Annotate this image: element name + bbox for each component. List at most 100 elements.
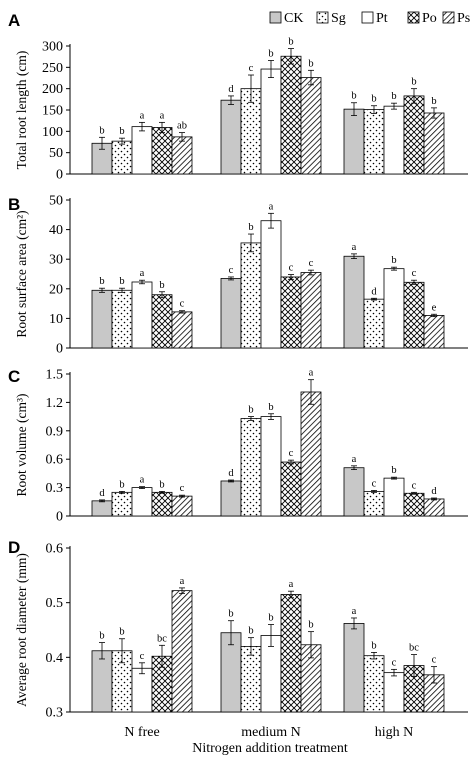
bar <box>220 278 242 349</box>
y-tick-label: 200 <box>42 82 63 97</box>
bar <box>343 623 365 713</box>
bar <box>363 655 385 713</box>
significance-letter: a <box>269 201 274 212</box>
y-tick-label: 0.5 <box>46 596 64 611</box>
significance-letter: b <box>248 405 253 416</box>
bar <box>220 480 242 517</box>
bar <box>383 268 405 349</box>
significance-letter: a <box>140 475 145 486</box>
significance-letter: b <box>351 91 356 102</box>
legend: CK Sg Pt Po Ps <box>269 11 470 26</box>
bar <box>383 477 405 517</box>
y-tick-label: 10 <box>49 312 63 327</box>
legend-swatch <box>407 11 420 24</box>
y-tick-label: 0.4 <box>46 651 64 666</box>
significance-letter: b <box>288 37 293 48</box>
significance-letter: a <box>352 242 357 253</box>
bar <box>343 255 365 349</box>
significance-letter: ab <box>177 121 187 132</box>
bar <box>171 311 193 349</box>
y-tick-label: 0 <box>56 168 63 183</box>
bar <box>363 109 385 175</box>
y-tick-label: 300 <box>42 40 63 55</box>
significance-letter: a <box>140 110 145 121</box>
y-tick-label: 0.6 <box>46 542 64 557</box>
significance-letter: a <box>352 454 357 465</box>
bar <box>280 461 302 517</box>
panel-letter: B <box>8 195 20 214</box>
y-tick-label: 100 <box>42 125 63 140</box>
significance-letter: b <box>248 626 253 637</box>
significance-letter: d <box>371 286 377 297</box>
significance-letter: e <box>432 302 437 313</box>
significance-letter: b <box>99 125 104 136</box>
significance-letter: a <box>160 110 165 121</box>
significance-letter: c <box>249 63 254 74</box>
significance-letter: c <box>309 258 314 269</box>
bar <box>171 495 193 517</box>
legend-label: Pt <box>376 11 388 26</box>
significance-letter: c <box>180 299 185 310</box>
y-axis-label: Root surface area (cm²) <box>14 210 29 337</box>
chart-panel-b: B 0 10 20 30 40 50 Root surface area (cm²) b c a b b… <box>8 194 468 357</box>
significance-letter: c <box>140 651 145 662</box>
bar <box>111 140 133 175</box>
bar <box>280 276 302 349</box>
bar <box>240 242 262 349</box>
y-tick-label: 0 <box>56 510 63 525</box>
bar <box>403 281 425 349</box>
bar <box>151 294 173 349</box>
bar <box>151 491 173 517</box>
bar <box>111 491 133 517</box>
significance-letter: bc <box>409 643 419 654</box>
y-tick-label: 0.3 <box>46 481 64 496</box>
significance-letter: b <box>119 479 124 490</box>
chart-panel-c: C 0 0.3 0.6 0.9 1.2 1.5 Root volume (cm³) d d a b b c… <box>8 367 468 525</box>
bar <box>220 99 242 175</box>
significance-letter: b <box>119 126 124 137</box>
legend-label: CK <box>284 11 303 26</box>
legend-item: Sg <box>316 11 346 26</box>
significance-letter: b <box>268 402 273 413</box>
significance-letter: b <box>391 91 396 102</box>
bar <box>111 289 133 349</box>
significance-letter: b <box>391 465 396 476</box>
significance-letter: c <box>289 448 294 459</box>
bar <box>91 289 113 349</box>
bar <box>300 272 322 349</box>
bar <box>131 487 153 517</box>
bar <box>280 55 302 175</box>
significance-letter: b <box>268 613 273 624</box>
chart-panel-d: D 0.3 0.4 0.5 0.6 Average root diameter (mm) b… <box>8 538 468 740</box>
category-label: high N <box>375 725 414 740</box>
significance-letter: b <box>371 640 376 651</box>
significance-letter: b <box>119 276 124 287</box>
y-tick-label: 0.6 <box>46 453 64 468</box>
bar <box>423 315 445 349</box>
bar <box>343 467 365 517</box>
significance-letter: d <box>228 468 234 479</box>
significance-letter: b <box>119 627 124 638</box>
bar <box>280 594 302 713</box>
significance-letter: bc <box>157 633 167 644</box>
significance-letter: b <box>248 222 253 233</box>
y-axis-label: Average root diameter (mm) <box>14 553 29 707</box>
bar <box>300 77 322 175</box>
significance-letter: d <box>99 488 105 499</box>
x-axis-label: Nitrogen addition treatment <box>192 741 348 756</box>
significance-letter: c <box>229 265 234 276</box>
bar <box>383 672 405 713</box>
bar <box>260 416 282 517</box>
legend-label: Ps <box>457 11 470 26</box>
category-label: N free <box>124 725 159 740</box>
bar <box>363 298 385 349</box>
significance-letter: a <box>180 576 185 587</box>
bar <box>260 220 282 349</box>
significance-letter: c <box>372 478 377 489</box>
significance-letter: c <box>392 657 397 668</box>
bar <box>240 646 262 713</box>
y-tick-label: 1.2 <box>46 396 64 411</box>
y-tick-label: 50 <box>49 194 63 209</box>
category-label: medium N <box>241 725 301 740</box>
